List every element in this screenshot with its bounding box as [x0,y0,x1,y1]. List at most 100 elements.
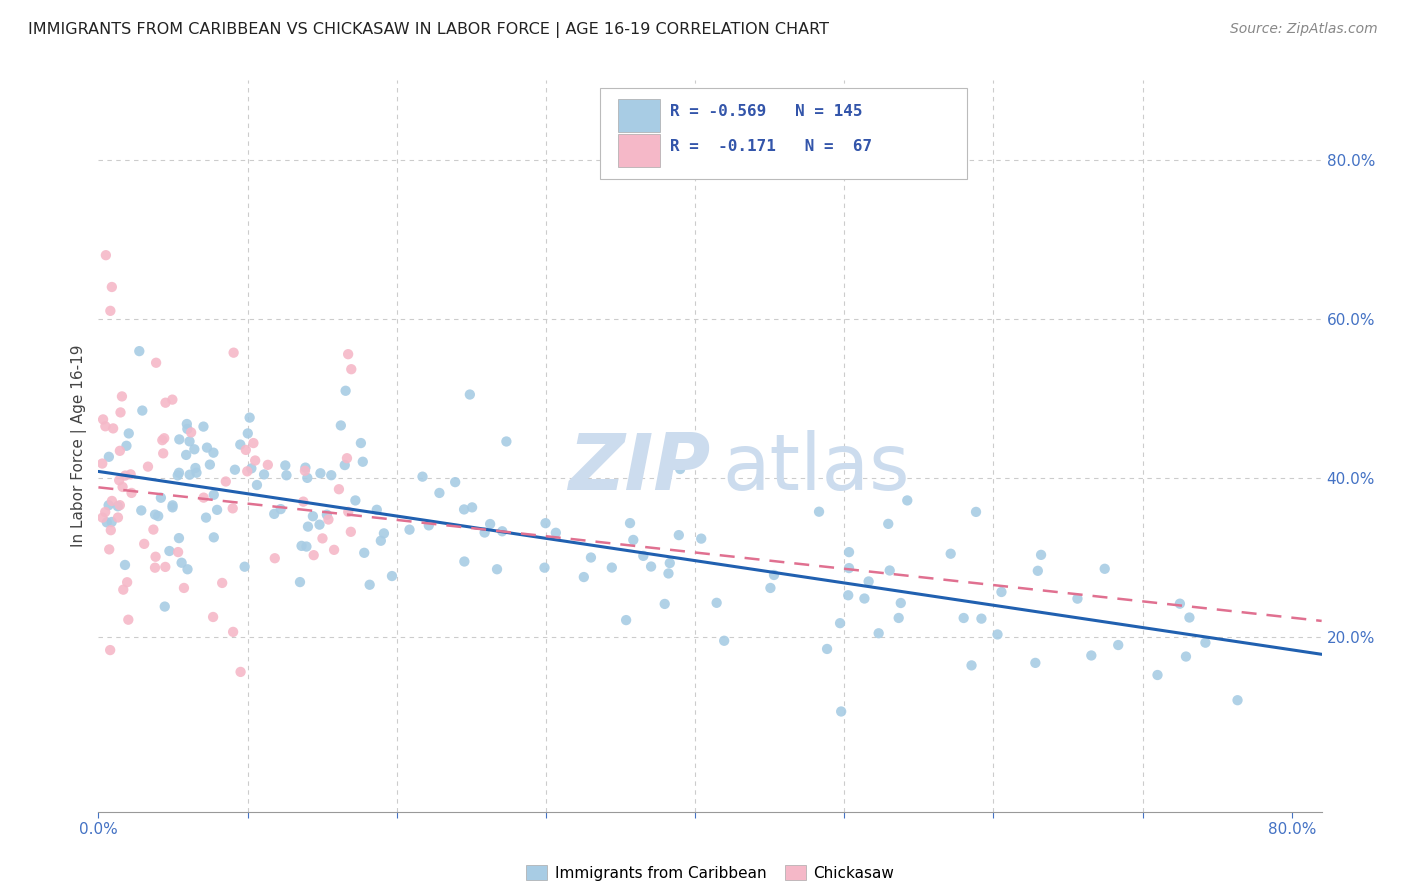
Point [101,421,124,435]
Point [111,480,134,494]
Point [222,624,245,639]
Y-axis label: In Labor Force | Age 16-19: In Labor Force | Age 16-19 [72,344,87,548]
Point [145,356,167,370]
Point [614,613,637,627]
Point [837,588,859,602]
Point [315,508,337,522]
Point [491,524,513,539]
Point [222,345,245,359]
Point [169,433,191,447]
Point [107,500,129,514]
Point [1024,656,1046,670]
Point [193,419,215,434]
Point [657,566,679,581]
Point [1094,562,1116,576]
Point [235,442,257,457]
Point [101,280,124,294]
Point [108,443,131,458]
Point [990,585,1012,599]
Point [381,569,404,583]
Point [294,460,316,475]
Text: ZIP: ZIP [568,430,710,506]
Legend: Immigrants from Caribbean, Chickasaw: Immigrants from Caribbean, Chickasaw [517,857,903,888]
FancyBboxPatch shape [619,134,659,168]
Point [853,591,876,606]
Text: Source: ZipAtlas.com: Source: ZipAtlas.com [1230,22,1378,37]
Point [176,422,198,436]
Point [242,436,264,450]
Point [128,344,150,359]
Point [202,488,225,502]
Point [965,505,987,519]
Point [236,464,259,478]
Point [149,491,172,505]
Point [858,574,880,589]
Point [246,478,269,492]
Point [111,389,134,403]
Point [294,464,316,478]
Point [418,518,440,533]
Point [290,539,312,553]
Point [309,467,332,481]
Point [690,532,713,546]
Point [352,455,374,469]
Point [960,658,983,673]
Point [101,494,124,508]
Point [544,525,567,540]
Point [108,473,131,487]
Point [114,468,136,483]
Point [337,347,360,361]
Point [579,550,602,565]
Point [600,560,623,574]
Point [877,516,900,531]
Point [94,248,117,262]
Point [211,576,233,591]
Point [195,510,218,524]
Point [174,448,197,462]
Point [98,303,121,318]
Point [153,431,176,445]
Point [318,512,340,526]
Point [321,468,343,483]
Point [91,510,114,524]
Point [198,458,221,472]
Point [115,439,138,453]
Text: R =  -0.171   N =  67: R = -0.171 N = 67 [669,139,872,153]
Point [108,498,131,512]
Point [763,568,786,582]
Point [153,599,176,614]
Point [229,437,252,451]
Point [970,612,993,626]
Point [461,500,484,515]
Point [263,507,285,521]
Point [162,500,184,515]
Point [142,523,165,537]
Point [879,564,901,578]
Point [453,555,475,569]
Point [155,560,177,574]
Text: IMMIGRANTS FROM CARIBBEAN VS CHICKASAW IN LABOR FORCE | AGE 16-19 CORRELATION CH: IMMIGRANTS FROM CARIBBEAN VS CHICKASAW I… [28,22,830,38]
Point [96,516,118,530]
Point [222,501,245,516]
Point [94,505,117,519]
Point [336,451,359,466]
Point [1178,610,1201,624]
Point [256,458,278,472]
Point [654,597,676,611]
Point [233,559,256,574]
Point [143,508,166,522]
Point [353,546,375,560]
Point [179,434,201,449]
Point [98,643,121,657]
Point [1066,591,1088,606]
Point [176,562,198,576]
Point [329,418,352,433]
Point [180,425,202,440]
Point [134,537,156,551]
Text: R = -0.569   N = 145: R = -0.569 N = 145 [669,103,862,119]
Point [114,558,136,572]
Point [1194,635,1216,649]
Point [333,458,356,472]
Point [215,475,238,489]
Point [308,517,330,532]
